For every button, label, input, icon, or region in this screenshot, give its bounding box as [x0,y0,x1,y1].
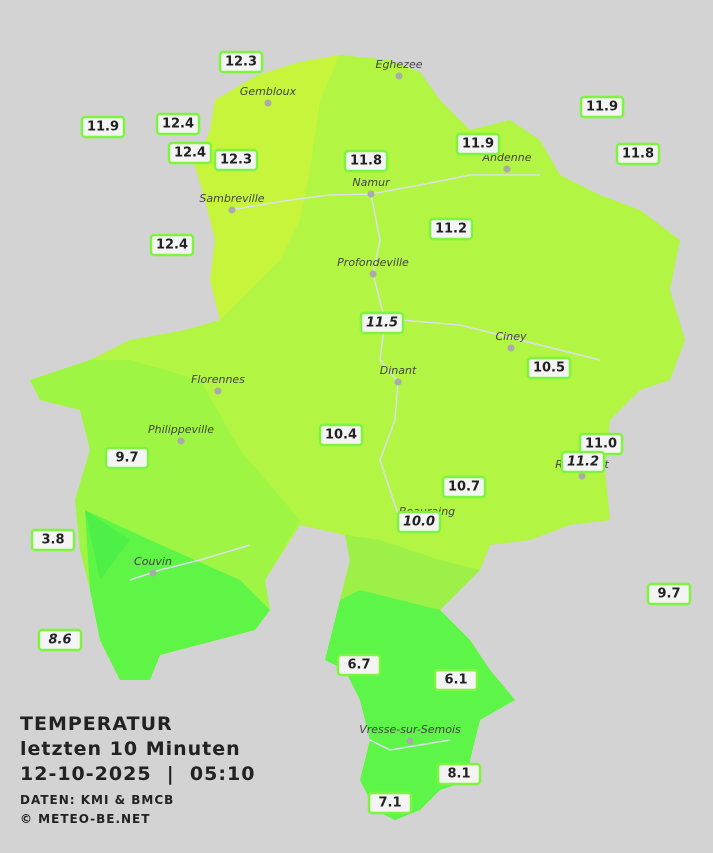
legend-source: DATEN: KMI & BMCB [20,793,174,807]
station-box [359,311,405,335]
station-value: 12.4 [162,117,194,132]
city-label: Sambreville [199,192,264,205]
station-value: 11.0 [585,437,617,452]
city-dot [578,472,586,480]
city-label: Eghezee [376,58,423,71]
station-value: 11.2 [567,455,599,470]
station-box [104,446,150,470]
cities: EghezeeGemblouxSambrevilleNamurAndennePr… [134,58,609,745]
station-box [30,528,76,552]
station-value: 11.9 [87,120,119,135]
city-dot [394,378,402,386]
legend-copyright: © METEO-BE.NET [20,812,150,826]
station-value: 10.4 [325,428,357,443]
city-dot [149,569,157,577]
station-value: 8.1 [447,767,470,782]
city-label: Gembloux [240,85,297,98]
rivers [129,174,601,751]
station-box [436,762,482,786]
station-value: 8.6 [48,633,71,648]
city-dot [507,344,515,352]
station-value: 10.7 [448,480,480,495]
station-value: 7.1 [378,796,401,811]
zone-cold [85,510,130,580]
station-box [646,582,692,606]
city-label: Philippeville [148,423,214,436]
city-label: Ciney [496,330,527,343]
station-value: 6.1 [444,673,467,688]
station-value: 11.9 [586,100,618,115]
station-box [560,450,606,474]
station-box [441,475,487,499]
station-box [428,217,474,241]
station-box [526,356,572,380]
zone-cool [85,510,270,680]
station-value: 12.3 [225,55,257,70]
station-value: 11.5 [366,316,398,331]
city-label: Dinant [380,364,417,377]
station-box [615,142,661,166]
station-value: 11.2 [435,222,467,237]
station-box [149,233,195,257]
station-value: 12.4 [174,146,206,161]
zone-mid-south [340,535,480,610]
city-label: Namur [352,176,391,189]
station-value: 11.9 [462,137,494,152]
station-value: 12.3 [220,153,252,168]
station-box [155,112,201,136]
station-box [213,148,259,172]
station-value: 9.7 [657,587,680,602]
station-value: 9.7 [115,451,138,466]
city-dot [264,99,272,107]
station-box [433,668,479,692]
legend-timestamp: 12-10-2025 | 05:10 [20,763,255,785]
station-box [343,149,389,173]
station-value: 3.8 [41,533,64,548]
station-value: 6.7 [347,658,370,673]
station-box [80,115,126,139]
station-box [37,628,83,652]
station-value: 11.8 [622,147,654,162]
station-value: 10.5 [533,361,565,376]
zone-warm [195,55,340,320]
station-box [579,95,625,119]
station-box [455,132,501,156]
city-dot [228,206,236,214]
legend-subtitle: letzten 10 Minuten [20,738,241,760]
city-label: Vresse-sur-Semois [359,723,461,736]
stations: 12.3 12.4 11.9 12.4 12.3 11.8 11.9 11.9 11.8 12.4… [30,50,692,815]
station-box [367,791,413,815]
station-box [167,141,213,165]
station-box [396,510,442,534]
station-value: 10.0 [403,515,435,530]
station-box [318,423,364,447]
city-label: Couvin [134,555,172,568]
city-dot [406,737,414,745]
city-label: Profondeville [337,256,409,269]
station-value: 12.4 [156,238,188,253]
legend-title: TEMPERATUR [20,713,173,735]
city-label: Florennes [191,373,245,386]
zone-cool-south [325,590,515,820]
station-box [218,50,264,74]
station-box [336,653,382,677]
station-value: 11.8 [350,154,382,169]
city-dot [214,387,222,395]
city-dot [369,270,377,278]
city-dot [395,72,403,80]
city-dot [177,437,185,445]
city-dot [503,165,511,173]
city-dot [367,190,375,198]
